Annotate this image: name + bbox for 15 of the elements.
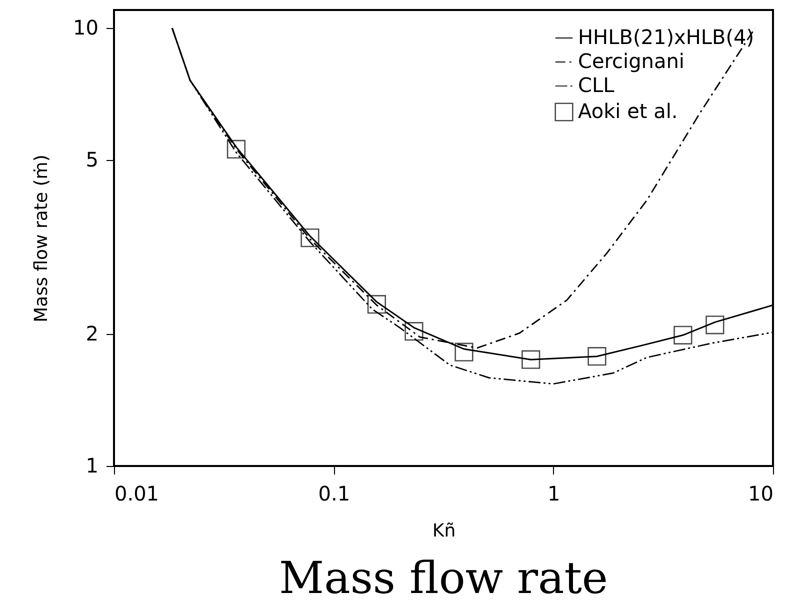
- legend-label: HHLB(21)xHLB(4): [578, 25, 754, 49]
- legend-label: Aoki et al.: [578, 99, 678, 123]
- x-tick-label: 0.1: [318, 482, 350, 506]
- legend-label: Cercignani: [578, 49, 684, 73]
- legend-label: CLL: [578, 73, 616, 97]
- y-tick-label: 1: [86, 454, 98, 478]
- y-tick-label: 2: [86, 322, 98, 346]
- x-tick-label: 10: [748, 482, 774, 506]
- y-tick-label: 10: [73, 16, 98, 40]
- x-tick-label: 1: [547, 482, 560, 506]
- y-axis-title: Mass flow rate (ṁ): [31, 154, 52, 322]
- x-tick-label: 0.01: [114, 482, 160, 506]
- y-tick-label: 5: [86, 147, 98, 172]
- text: Mass flow rate: [279, 553, 608, 604]
- x-axis-title: Kñ: [432, 520, 456, 542]
